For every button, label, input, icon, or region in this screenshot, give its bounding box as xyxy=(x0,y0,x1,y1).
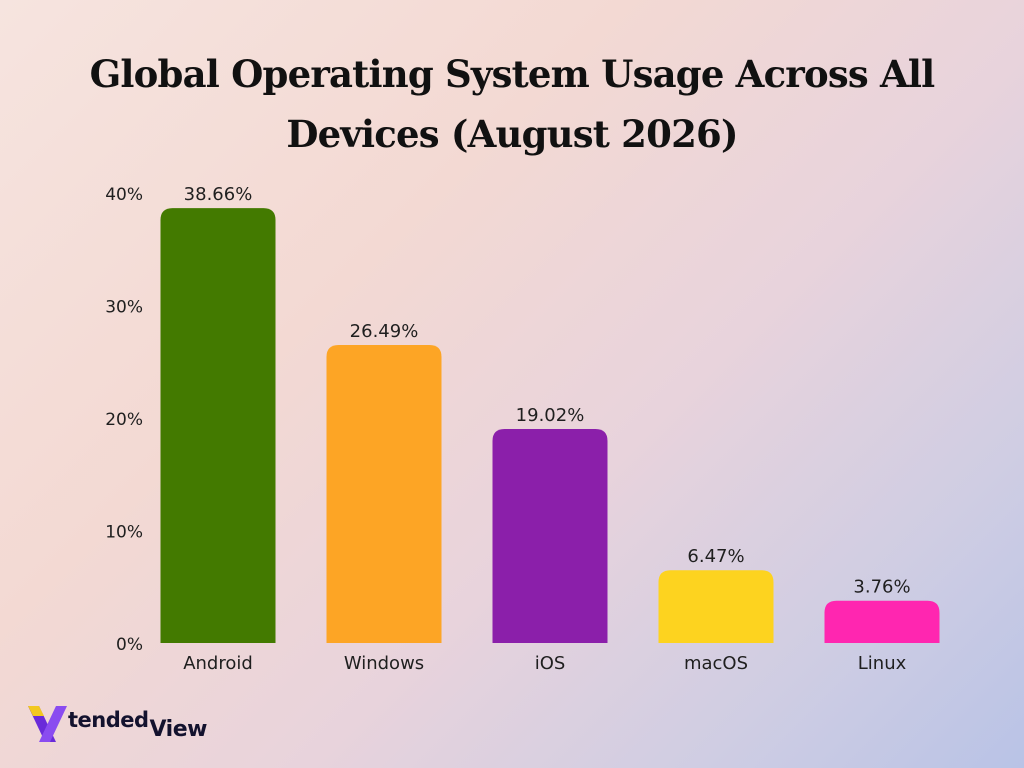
bar-linux xyxy=(824,600,940,643)
x-category-label: Android xyxy=(183,653,253,674)
y-tick-label: 40% xyxy=(105,185,143,205)
bar-value-label: 26.49% xyxy=(350,321,419,342)
xtendedview-logo: tendedView xyxy=(26,702,216,746)
bar-value-label: 3.76% xyxy=(853,577,910,598)
bar-value-label: 6.47% xyxy=(687,546,744,567)
bar-android xyxy=(160,208,276,643)
bar-value-label: 38.66% xyxy=(184,184,253,205)
x-category-label: Linux xyxy=(858,653,907,674)
x-category-label: iOS xyxy=(535,653,566,674)
y-tick-label: 0% xyxy=(116,635,143,655)
y-tick-label: 30% xyxy=(105,298,143,318)
bar-macos xyxy=(658,570,774,643)
logo-wordmark: tendedView xyxy=(68,708,207,742)
bar-windows xyxy=(326,344,442,643)
x-logo-icon xyxy=(28,706,67,742)
y-tick-label: 10% xyxy=(105,523,143,543)
logo-text-main: tended xyxy=(68,708,149,732)
y-tick-label: 20% xyxy=(105,410,143,430)
chart-title: Global Operating System Usage Across All… xyxy=(89,52,936,156)
bar-value-label: 19.02% xyxy=(516,405,585,426)
logo-text-secondary: View xyxy=(149,717,208,742)
x-category-label: Windows xyxy=(344,653,424,674)
x-category-label: macOS xyxy=(684,653,748,674)
bar-ios xyxy=(492,429,608,643)
bar-chart: 0% 10% 20% 30% 40% 38.66% Android 26.49% Windows… xyxy=(105,184,940,674)
